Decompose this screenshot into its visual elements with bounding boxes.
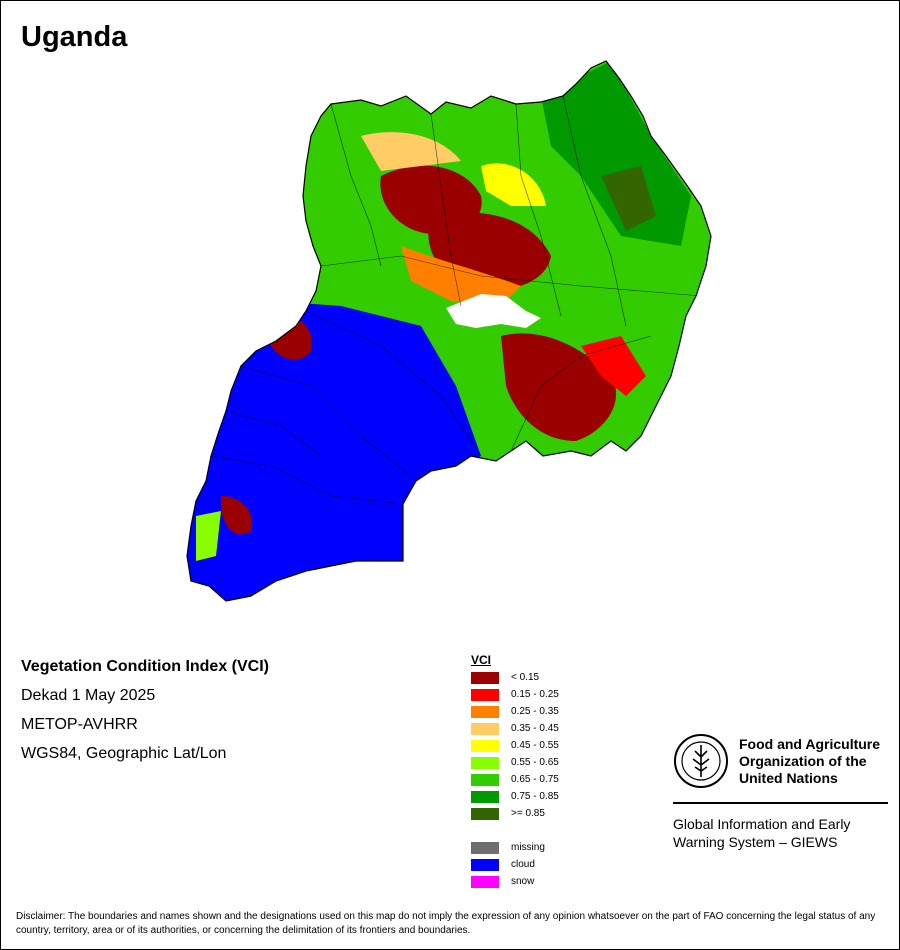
- legend-row: 0.65 - 0.75: [471, 772, 559, 789]
- legend-swatch: [471, 808, 499, 820]
- legend-row: < 0.15: [471, 670, 539, 687]
- legend-swatch: [471, 791, 499, 803]
- legend-label: 0.35 - 0.45: [511, 723, 559, 734]
- index-name: Vegetation Condition Index (VCI): [21, 658, 269, 675]
- legend-label: >= 0.85: [511, 808, 545, 819]
- legend-row: 0.35 - 0.45: [471, 721, 559, 738]
- legend-row: 0.25 - 0.35: [471, 704, 559, 721]
- legend-swatch: [471, 859, 499, 871]
- legend-title: VCI: [471, 653, 492, 667]
- legend-swatch: [471, 774, 499, 786]
- legend-label: 0.15 - 0.25: [511, 689, 559, 700]
- legend-label: < 0.15: [511, 672, 540, 683]
- fao-name-line3: United Nations: [739, 770, 838, 786]
- legend-label: cloud: [511, 859, 535, 870]
- legend-label: 0.65 - 0.75: [511, 774, 559, 785]
- legend-row: snow: [471, 874, 534, 891]
- fao-emblem-icon: [674, 734, 728, 788]
- giews-line2: Warning System – GIEWS: [673, 834, 838, 850]
- fao-name: Food and Agriculture Organization of the…: [739, 736, 880, 787]
- legend-row: 0.75 - 0.85: [471, 789, 559, 806]
- legend-row: 0.15 - 0.25: [471, 687, 559, 704]
- legend-row: 0.55 - 0.65: [471, 755, 559, 772]
- dekad-date: Dekad 1 May 2025: [21, 687, 156, 704]
- legend-label: 0.25 - 0.35: [511, 706, 559, 717]
- legend-label: snow: [511, 876, 535, 887]
- fao-divider: [673, 802, 888, 804]
- fao-name-line1: Food and Agriculture: [739, 736, 881, 752]
- projection-info: WGS84, Geographic Lat/Lon: [21, 745, 227, 762]
- legend-row: >= 0.85: [471, 806, 545, 823]
- map-title: Uganda: [21, 21, 128, 53]
- legend-row: missing: [471, 840, 545, 857]
- legend-swatch: [471, 672, 499, 684]
- giews-label: Global Information and Early Warning Sys…: [673, 815, 850, 851]
- legend-swatch: [471, 740, 499, 752]
- legend-swatch: [471, 723, 499, 735]
- vci-map: [186, 60, 712, 602]
- fao-name-line2: Organization of the: [739, 753, 867, 769]
- legend-swatch: [471, 842, 499, 854]
- legend-label: 0.55 - 0.65: [511, 757, 559, 768]
- legend-label: 0.45 - 0.55: [511, 740, 559, 751]
- legend-swatch: [471, 757, 499, 769]
- map-info: Vegetation Condition Index (VCI) Dekad 1…: [21, 658, 269, 774]
- legend-row: cloud: [471, 857, 535, 874]
- legend-swatch: [471, 706, 499, 718]
- vci-legend: VCI < 0.15 0.15 - 0.25 0.25 - 0.35 0.35 - 0…: [471, 653, 559, 891]
- giews-line1: Global Information and Early: [673, 816, 851, 832]
- legend-label: missing: [511, 842, 545, 853]
- sensor-name: METOP-AVHRR: [21, 716, 138, 733]
- legend-swatch: [471, 689, 499, 701]
- legend-swatch: [471, 876, 499, 888]
- disclaimer: Disclaimer: The boundaries and names sho…: [16, 911, 876, 936]
- legend-row: 0.45 - 0.55: [471, 738, 559, 755]
- legend-label: 0.75 - 0.85: [511, 791, 559, 802]
